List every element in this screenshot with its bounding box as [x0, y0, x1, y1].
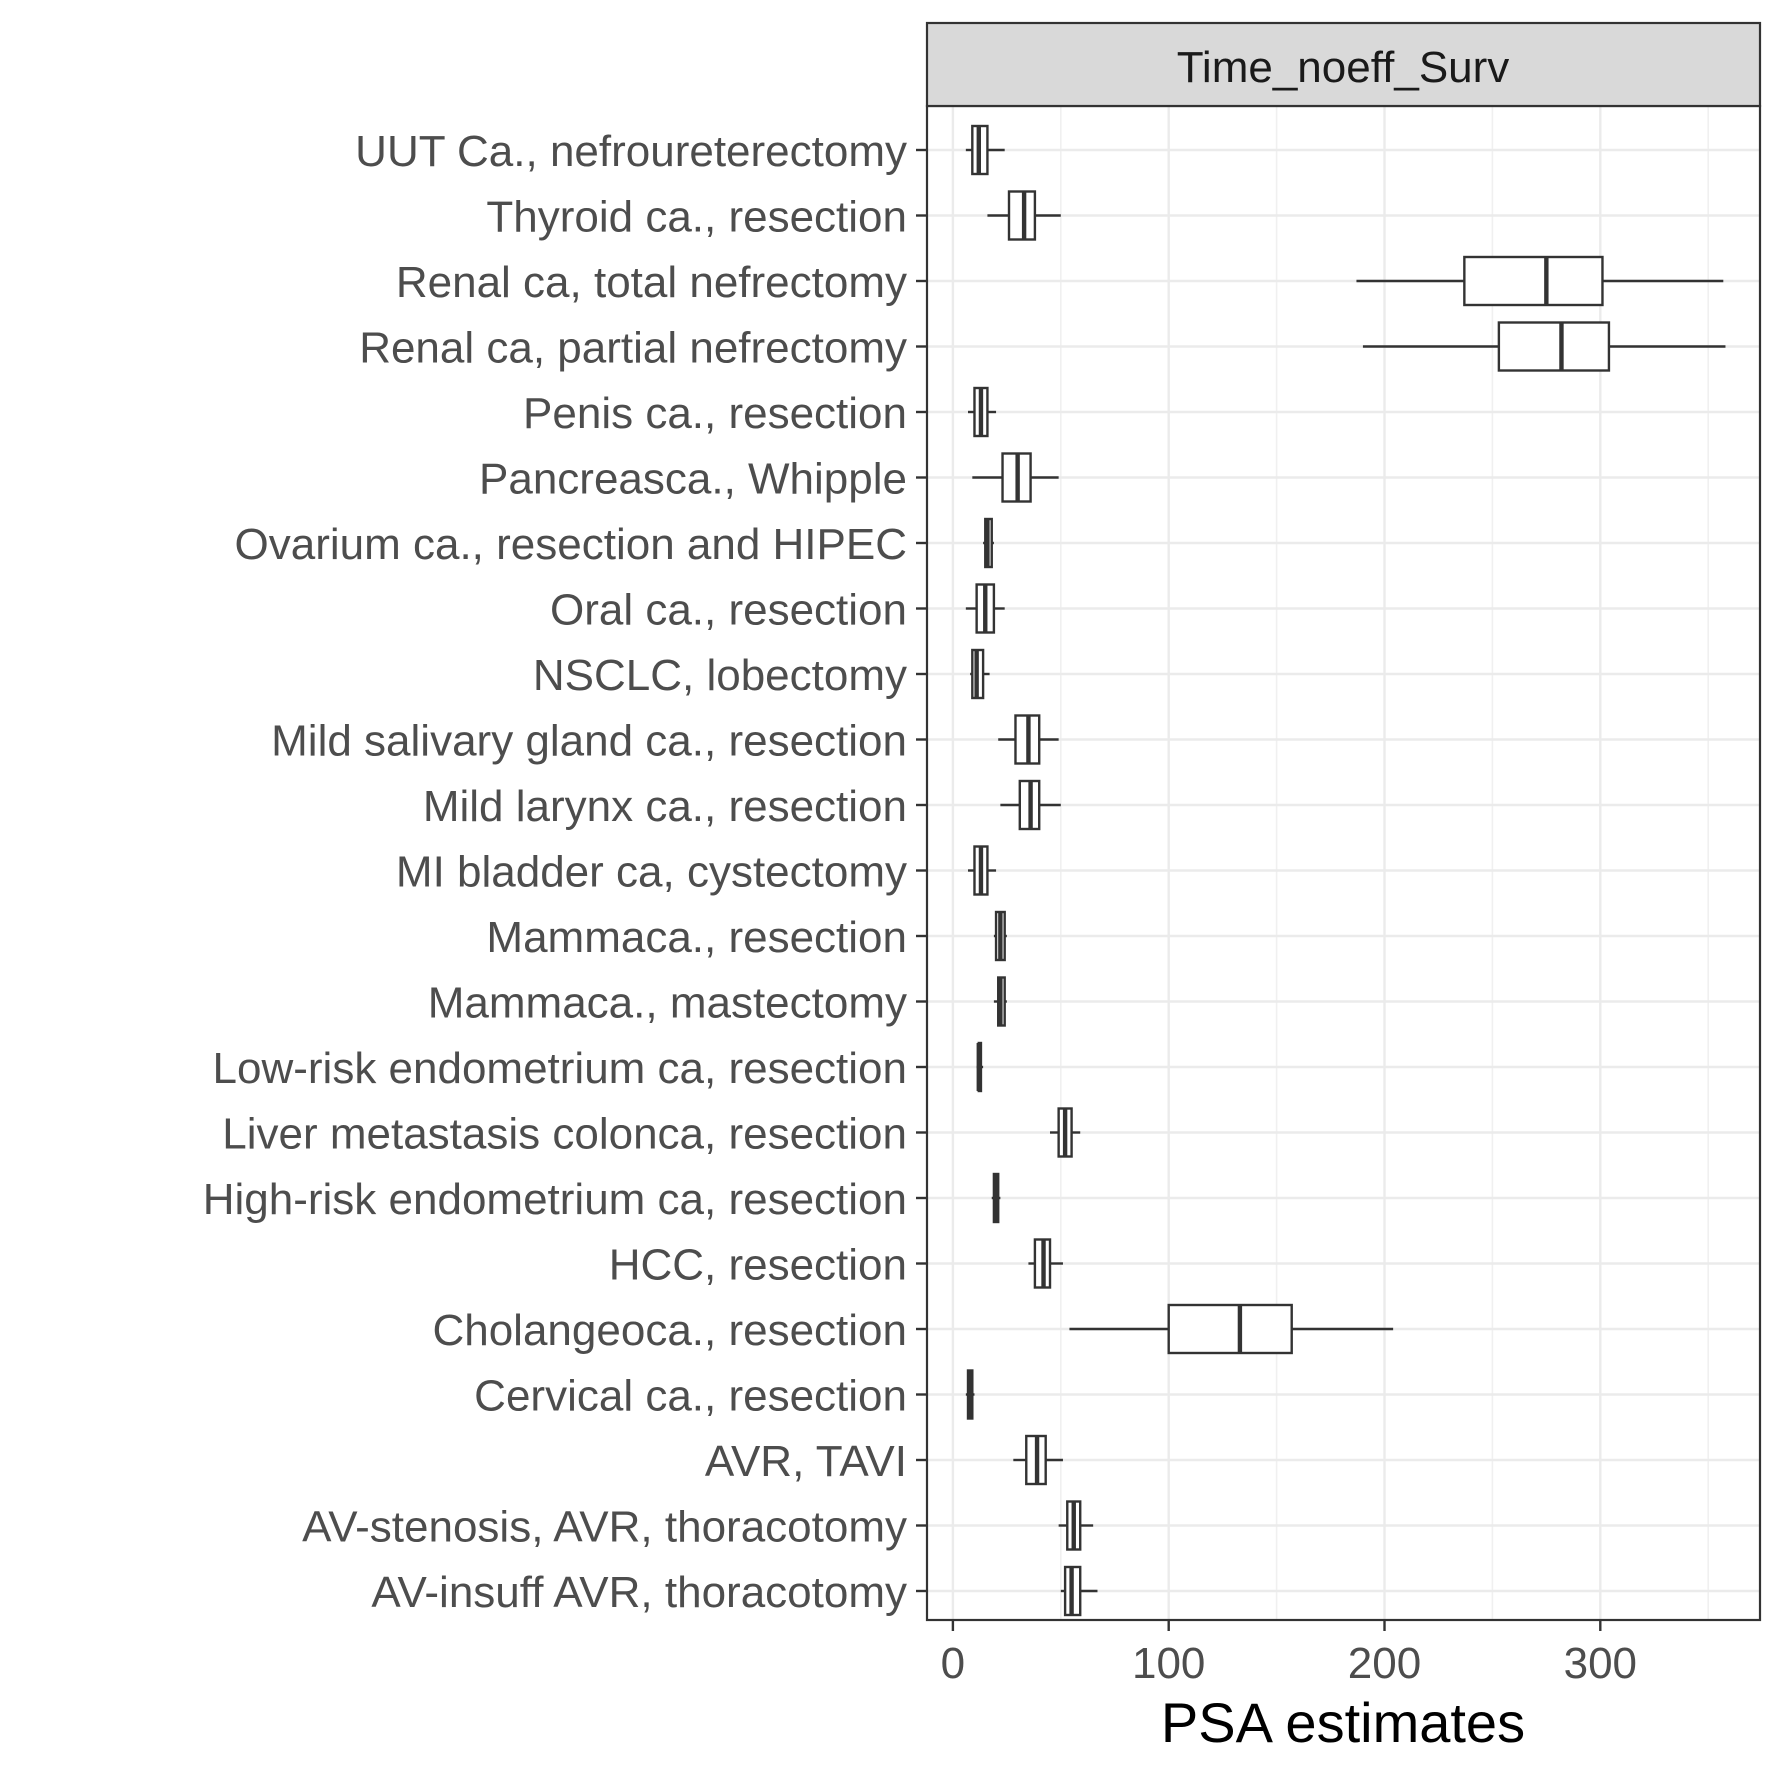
box-7 [965, 583, 1005, 634]
y-tick-label: UUT Ca., nefroureterectomy [355, 127, 907, 176]
y-tick-label: Penis ca., resection [523, 389, 907, 438]
y-tick-label: Low-risk endometrium ca, resection [213, 1044, 907, 1093]
box-series [965, 124, 1726, 1617]
y-tick-label: Renal ca, total nefrectomy [396, 258, 907, 307]
x-tick-label: 0 [941, 1639, 965, 1688]
x-tick-label: 300 [1564, 1639, 1637, 1688]
grid-lines [927, 106, 1760, 1620]
y-tick-label: AVR, TAVI [705, 1437, 907, 1486]
y-tick-label: Mammaca., mastectomy [428, 979, 907, 1028]
box-18 [1069, 1303, 1394, 1355]
y-axis: UUT Ca., nefroureterectomy Thyroid ca., r… [203, 127, 927, 1617]
box-6 [983, 517, 994, 569]
box-8 [970, 648, 990, 700]
box-1 [987, 190, 1061, 241]
y-tick-label: Pancreasca., Whipple [479, 455, 907, 504]
box-2 [1356, 255, 1724, 307]
y-tick-label: Thyroid ca., resection [486, 193, 907, 242]
y-tick-label: MI bladder ca, cystectomy [396, 848, 907, 897]
box-9 [998, 714, 1059, 765]
y-tick-label: Renal ca, partial nefrectomy [359, 324, 907, 373]
facet-strip-label: Time_noeff_Surv [1177, 43, 1510, 92]
x-axis-title: PSA estimates [1161, 1691, 1525, 1754]
x-tick-label: 200 [1348, 1639, 1421, 1688]
y-tick-label: AV-stenosis, AVR, thoracotomy [302, 1503, 907, 1552]
y-tick-label: Ovarium ca., resection and HIPEC [235, 520, 907, 569]
box-0 [965, 124, 1005, 176]
y-tick-label: Mammaca., resection [486, 913, 907, 962]
box-3 [1362, 321, 1726, 372]
y-tick-label: High-risk endometrium ca, resection [203, 1175, 907, 1224]
box-12 [993, 910, 1007, 962]
y-tick-label: Cholangeoca., resection [432, 1306, 907, 1355]
y-tick-label: Mild larynx ca., resection [423, 782, 907, 831]
y-tick-label: NSCLC, lobectomy [533, 651, 907, 700]
box-19 [965, 1369, 975, 1420]
box-20 [1013, 1434, 1063, 1486]
facet-strip [925, 21, 1762, 108]
box-22 [1060, 1565, 1098, 1617]
box-11 [968, 845, 997, 896]
y-tick-label: HCC, resection [609, 1241, 907, 1290]
y-tick-label: Liver metastasis colonca, resection [222, 1110, 907, 1159]
box-21 [1058, 1500, 1094, 1551]
box-16 [991, 1172, 1001, 1224]
y-tick-label: Mild salivary gland ca., resection [271, 717, 907, 766]
iqr-box [1167, 1303, 1293, 1355]
box-4 [968, 386, 997, 438]
box-10 [1000, 779, 1061, 831]
x-tick-label: 100 [1132, 1639, 1205, 1688]
plot-panel [927, 106, 1760, 1620]
y-tick-label: Oral ca., resection [550, 586, 907, 635]
box-15 [1050, 1107, 1081, 1158]
x-axis: 0 100 200 300 [941, 1620, 1637, 1688]
iqr-box [1497, 321, 1611, 372]
y-tick-label: AV-insuff AVR, thoracotomy [371, 1568, 907, 1617]
box-17 [1028, 1238, 1063, 1289]
y-tick-label: Cervical ca., resection [474, 1372, 907, 1421]
box-13 [993, 976, 1007, 1027]
box-14 [976, 1041, 984, 1093]
iqr-box [1463, 255, 1604, 307]
box-5 [972, 452, 1059, 503]
